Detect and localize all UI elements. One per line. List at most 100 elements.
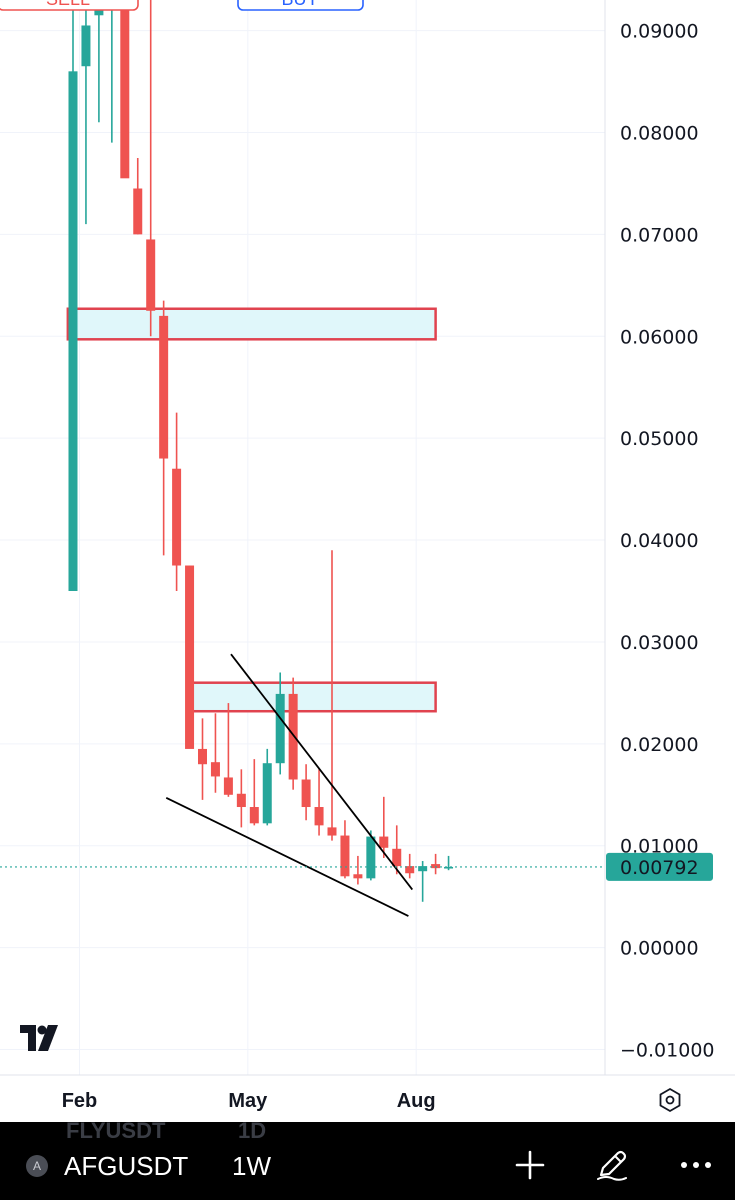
trendline[interactable]: [230, 653, 414, 891]
last-price-tag: 0.00792: [606, 852, 713, 881]
candle: [353, 855, 363, 885]
date-tick-label: Feb: [62, 1090, 98, 1112]
pencil-icon[interactable]: [592, 1148, 632, 1182]
candle: [249, 759, 259, 826]
candle-body: [249, 807, 259, 824]
candle-body: [172, 468, 182, 566]
candle-body: [418, 866, 428, 872]
candle: [81, 0, 91, 225]
candle: [120, 0, 130, 179]
candle: [223, 703, 233, 797]
candle-body: [431, 864, 441, 869]
candle: [379, 796, 389, 858]
ghost-symbol: FLYUSDT: [66, 1118, 166, 1143]
trendlines: [165, 653, 414, 917]
candle: [185, 565, 195, 749]
price-tick-label: 0.07000: [620, 224, 699, 246]
price-tick-label: 0.01000: [620, 836, 699, 858]
date-tick-label: May: [228, 1090, 268, 1112]
candle: [210, 713, 220, 793]
candle-body: [262, 763, 272, 824]
last-price-value: 0.00792: [620, 857, 699, 879]
sell-button[interactable]: SELL: [0, 0, 139, 11]
price-tick-label: 0.05000: [620, 428, 699, 450]
candle-body: [314, 807, 324, 826]
candles: [68, 0, 454, 902]
candle-body: [120, 0, 130, 179]
buy-button-label: BUY: [281, 0, 318, 9]
candle-body: [301, 779, 311, 808]
candle-body: [81, 25, 91, 67]
candle: [444, 855, 454, 871]
candle-body: [366, 836, 376, 879]
candle: [198, 718, 207, 800]
candle: [327, 550, 337, 841]
candle-body: [275, 693, 285, 764]
tradingview-logo[interactable]: [20, 1025, 58, 1051]
price-tick-label: 0.02000: [620, 734, 699, 756]
candle-body: [444, 866, 454, 869]
candle: [366, 830, 376, 881]
plus-icon[interactable]: [510, 1148, 550, 1182]
supply-zone[interactable]: [66, 307, 437, 341]
candle-body: [146, 239, 156, 311]
candle: [418, 861, 428, 902]
price-tick-label: 0.06000: [620, 326, 699, 348]
price-tick-label: −0.01000: [620, 1040, 715, 1062]
candle: [236, 769, 246, 828]
settings-hexagon-icon[interactable]: [659, 1087, 681, 1113]
price-tick-label: 0.03000: [620, 632, 699, 654]
candle: [159, 300, 169, 556]
candle-body: [405, 866, 415, 874]
candle: [68, 0, 78, 591]
interval-button[interactable]: 1W: [232, 1151, 271, 1181]
candle: [262, 748, 272, 826]
candle: [146, 0, 156, 337]
candle-body: [392, 848, 402, 867]
candle: [301, 764, 311, 821]
candle-body: [133, 188, 143, 235]
symbol-button[interactable]: AFGUSDT: [64, 1151, 189, 1181]
candle-body: [340, 835, 350, 877]
candle-body: [185, 565, 195, 749]
candle-body: [327, 827, 337, 836]
candle: [107, 0, 117, 143]
candle: [431, 853, 441, 875]
sell-button-label: SELL: [46, 0, 90, 9]
candle-body: [223, 777, 233, 795]
candle-body: [353, 874, 363, 879]
more-icon[interactable]: [676, 1148, 716, 1182]
chart[interactable]: 0.09000 0.08000 0.07000 0.06000 0.05000 0.040…: [0, 0, 735, 1122]
candle-body: [236, 793, 246, 808]
candle: [405, 853, 415, 879]
supply-zone[interactable]: [187, 681, 437, 713]
ghost-interval: 1D: [238, 1118, 267, 1143]
buy-button[interactable]: BUY: [237, 0, 364, 11]
candle-body: [379, 836, 389, 848]
candle-body: [210, 762, 220, 777]
candle: [133, 157, 143, 235]
candle: [94, 0, 104, 123]
zones: [66, 307, 437, 713]
candle-body: [288, 693, 298, 780]
candle-body: [68, 71, 78, 591]
bottom-toolbar: FLYUSDT 1D A AFGUSDT 1W: [0, 1118, 735, 1200]
symbol-badge: A: [26, 1155, 48, 1177]
candle: [275, 672, 285, 775]
candle: [172, 412, 182, 591]
candle-body: [94, 10, 104, 16]
price-tick-label: 0.00000: [620, 938, 699, 960]
price-tick-label: 0.04000: [620, 530, 699, 552]
candle: [314, 769, 324, 836]
price-tick-label: 0.09000: [620, 21, 699, 43]
price-tick-label: 0.08000: [620, 122, 699, 144]
candle: [340, 820, 350, 879]
candle: [392, 825, 402, 875]
candle-body: [198, 748, 207, 765]
trendline[interactable]: [165, 797, 409, 917]
time-axis[interactable]: Feb May Aug: [62, 1090, 436, 1112]
price-axis[interactable]: 0.09000 0.08000 0.07000 0.06000 0.05000 0.040…: [620, 21, 715, 1062]
date-tick-label: Aug: [397, 1090, 436, 1112]
grid: [0, 0, 605, 1075]
candle-body: [159, 315, 169, 459]
